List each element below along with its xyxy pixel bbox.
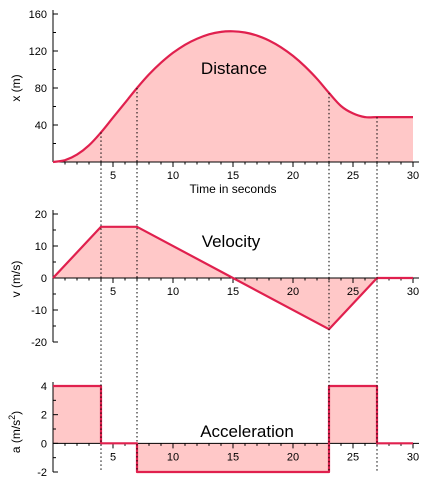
velocity-x-tick-label: 30: [407, 286, 419, 298]
velocity-y-tick-label: -20: [31, 337, 47, 349]
velocity-x-tick-label: 15: [227, 286, 239, 298]
distance-y-tick-label: 40: [35, 120, 47, 132]
distance-x-tick-label: 15: [227, 170, 239, 182]
distance-y-tick-label: 120: [29, 46, 47, 58]
distance-ylabel: x (m): [9, 74, 23, 101]
velocity-x-tick-label: 20: [287, 286, 299, 298]
acceleration-x-tick-label: 30: [407, 451, 419, 463]
distance-x-tick-label: 25: [347, 170, 359, 182]
acceleration-ylabel: a (m/s2): [7, 411, 23, 453]
distance-x-tick-label: 5: [110, 170, 116, 182]
distance-curve: [52, 30, 413, 164]
distance-xlabel: Time in seconds: [190, 182, 277, 196]
velocity-y-tick-label: -10: [31, 305, 47, 317]
velocity-x-tick-label: 5: [110, 286, 116, 298]
velocity-panel: 5 10 15 20 25 30 20 10 0 -10 -20 Velocity v (m/s): [9, 209, 419, 349]
acceleration-area: [53, 386, 413, 472]
distance-panel: 5 10 15 20 25 30 40 80 120 160 Distance x (m) Tim…: [9, 9, 419, 196]
acceleration-x-tick-label: 20: [287, 451, 299, 463]
acceleration-y-tick-label: 0: [41, 438, 47, 450]
acceleration-curve: [53, 384, 413, 474]
velocity-x-tick-label: 25: [347, 286, 359, 298]
acceleration-ylabel-main: a (m/s: [9, 420, 23, 453]
distance-x-tick-label: 20: [287, 170, 299, 182]
acceleration-ylabel-exp: 2: [7, 415, 17, 420]
velocity-y-tick-label: 10: [35, 241, 47, 253]
velocity-ylabel: v (m/s): [9, 261, 23, 298]
acceleration-ylabel-close: ): [9, 411, 23, 415]
time-guides: [100, 88, 378, 472]
distance-y-tick-label: 160: [29, 9, 47, 21]
acceleration-x-tick-label: 5: [110, 451, 116, 463]
distance-area: [53, 31, 413, 162]
distance-title: Distance: [201, 59, 267, 78]
acceleration-title: Acceleration: [200, 422, 294, 441]
velocity-y-tick-label: 0: [41, 273, 47, 285]
acceleration-y-tick-label: -2: [37, 467, 47, 479]
distance-x-tick-label: 10: [167, 170, 179, 182]
acceleration-x-tick-label: 15: [227, 451, 239, 463]
acceleration-x-tick-label: 25: [347, 451, 359, 463]
velocity-x-tick-label: 10: [167, 286, 179, 298]
acceleration-y-tick-label: 2: [41, 410, 47, 422]
distance-x-tick-label: 30: [407, 170, 419, 182]
velocity-title: Velocity: [202, 232, 261, 251]
acceleration-x-tick-label: 10: [167, 451, 179, 463]
distance-y-tick-label: 80: [35, 83, 47, 95]
acceleration-y-tick-label: 4: [41, 381, 47, 393]
velocity-y-tick-label: 20: [35, 209, 47, 221]
